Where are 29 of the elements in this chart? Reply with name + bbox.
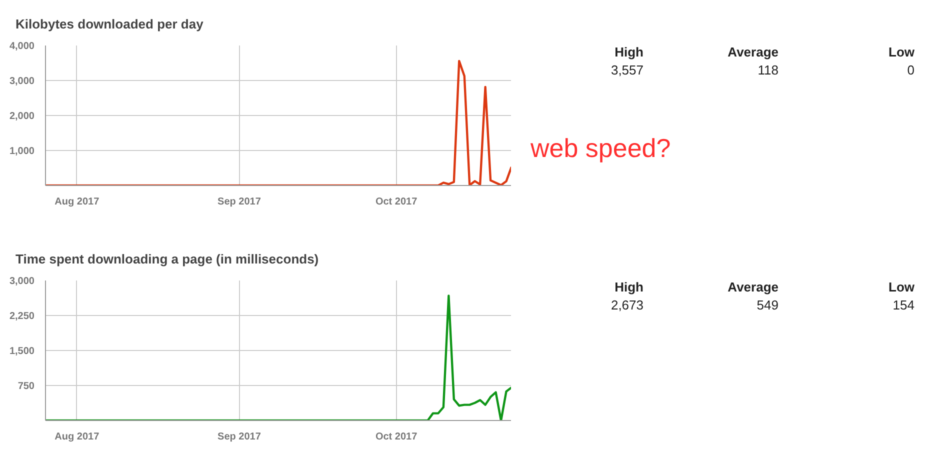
text: Low: [888, 280, 916, 295]
text: 118: [758, 62, 779, 78]
y-tick-label: 3,000: [9, 76, 35, 87]
x-tick-label: Oct 2017: [375, 432, 418, 442]
text: Average: [728, 280, 778, 295]
chart-title: Time spent downloading a page (in milliseconds): [16, 252, 319, 266]
text: High: [614, 280, 644, 295]
text: 3,557: [610, 62, 644, 78]
text: High: [614, 44, 644, 60]
text: 2,673: [610, 297, 644, 312]
x-tick-label: Aug 2017: [54, 196, 100, 208]
y-tick-label: 4,000: [9, 41, 35, 52]
chart-title: Kilobytes downloaded per day: [16, 16, 204, 32]
x-tick-label: Sep 2017: [218, 196, 262, 208]
y-tick-label: 750: [18, 381, 35, 392]
text: Low: [888, 44, 916, 60]
text: Average: [728, 44, 778, 60]
y-tick-label: 2,000: [9, 111, 35, 122]
y-tick-label: 1,000: [9, 146, 35, 157]
text: web speed?: [530, 132, 671, 163]
x-tick-label: Sep 2017: [218, 432, 262, 442]
x-tick-label: Oct 2017: [375, 196, 418, 208]
y-tick-label: 2,250: [9, 311, 35, 322]
text: 154: [892, 297, 915, 312]
x-tick-label: Aug 2017: [54, 432, 100, 442]
y-tick-label: 1,500: [9, 346, 35, 357]
text: 0: [907, 62, 915, 78]
y-tick-label: 3,000: [9, 276, 35, 287]
text: 549: [756, 297, 779, 312]
